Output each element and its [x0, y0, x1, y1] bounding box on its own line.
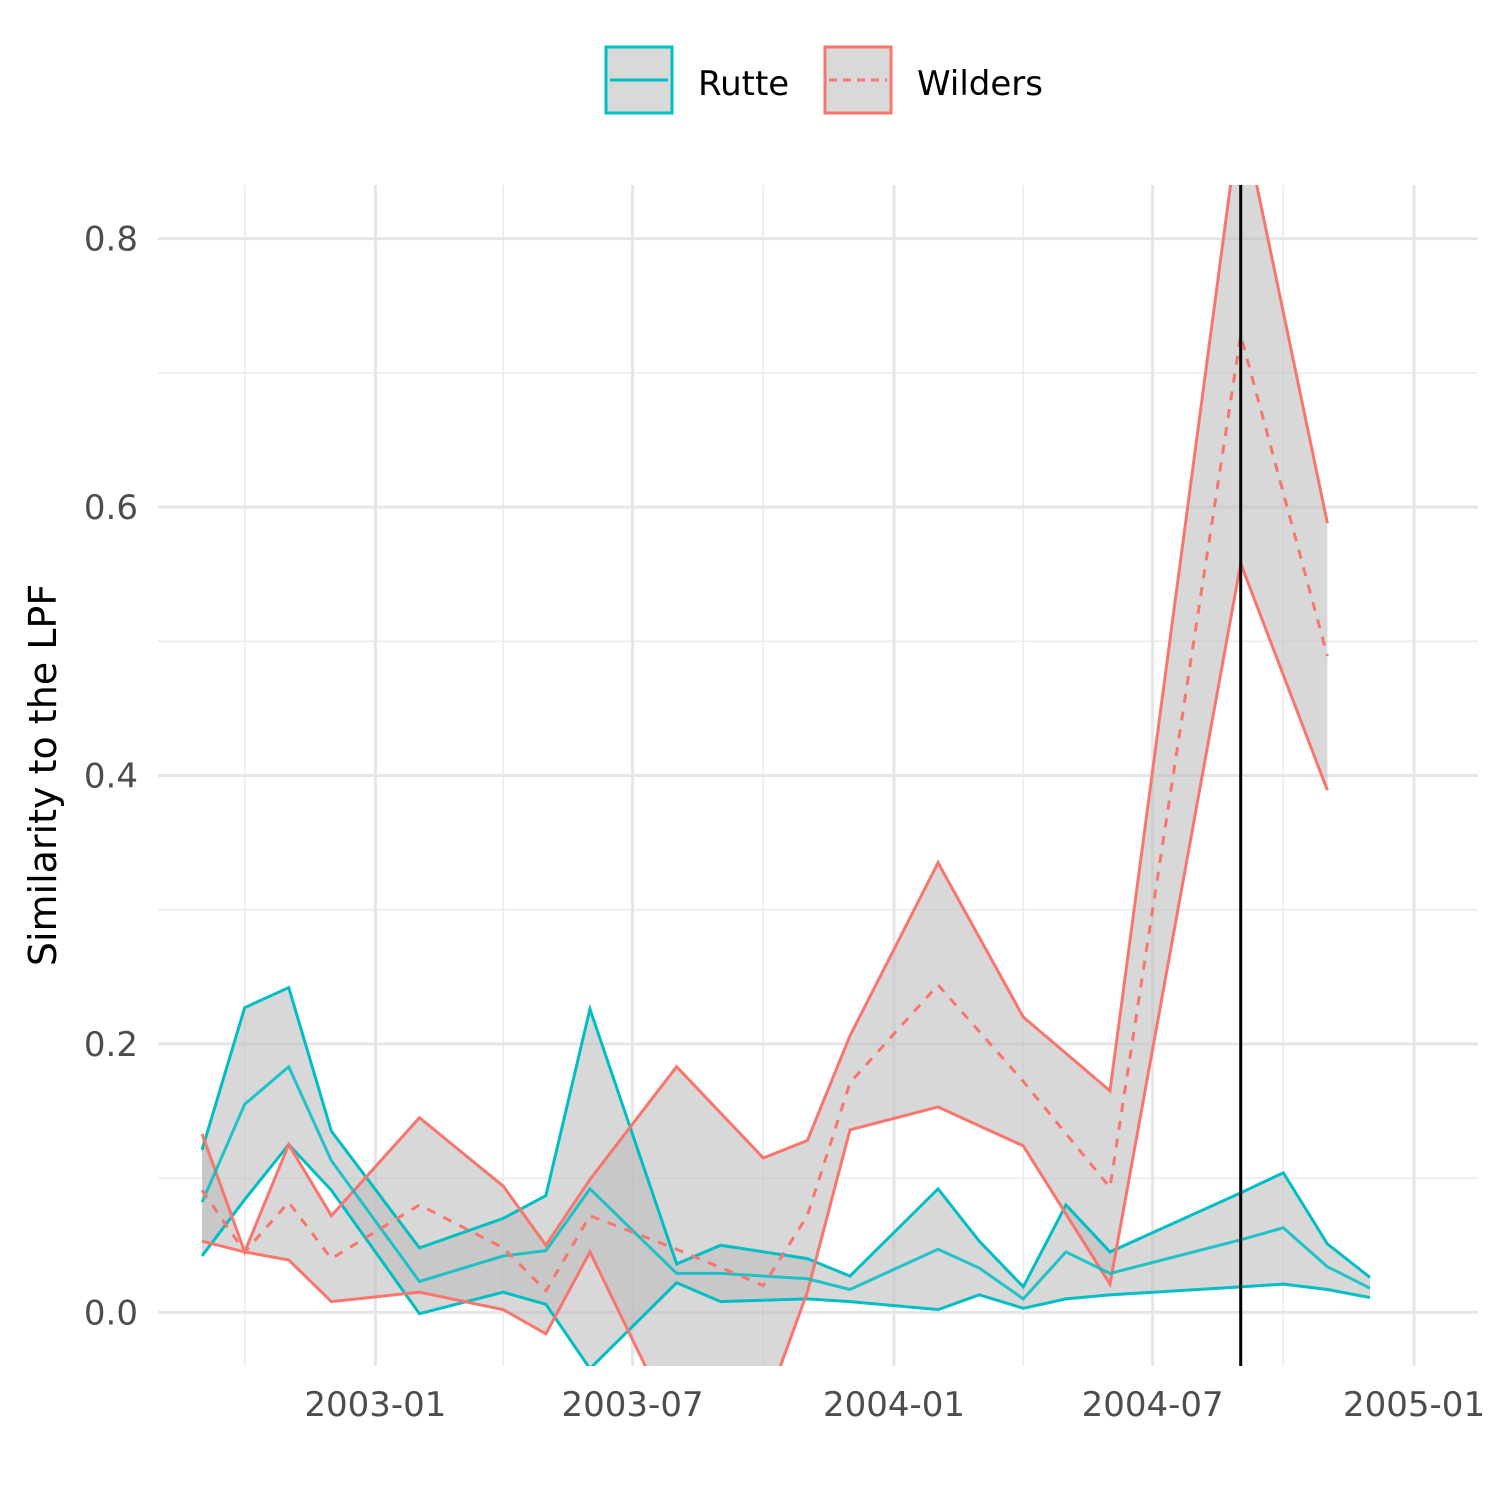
lower-bound-rutte: [200, 1142, 1371, 1366]
x-tick-label: 2003-07: [562, 1385, 704, 1425]
mean-lines: [200, 334, 1371, 1301]
ribbon-bound-lines: [200, 185, 1371, 1366]
confidence-ribbons: [202, 185, 1371, 1366]
lower-bound-wilders: [201, 557, 1329, 1366]
upper-bound-wilders: [200, 185, 1329, 1257]
y-axis-tick-labels: 0.0 0.2 0.4 0.6 0.8: [84, 220, 138, 1334]
y-tick-label: 0.2: [84, 1025, 138, 1065]
y-tick-label: 0.6: [84, 488, 138, 528]
upper-bound-rutte: [200, 985, 1371, 1290]
legend-label-rutte: Rutte: [698, 64, 789, 104]
ribbon-wilders: [202, 185, 1328, 1366]
x-tick-label: 2004-01: [823, 1385, 965, 1425]
y-tick-label: 0.0: [84, 1293, 138, 1333]
legend-key-rutte: [604, 45, 674, 115]
y-tick-label: 0.4: [84, 757, 138, 797]
y-axis-title: Similarity to the LPF: [21, 584, 65, 966]
x-axis-tick-labels: 2003-01 2003-07 2004-01 2004-07 2005-01: [304, 1385, 1485, 1425]
x-tick-label: 2004-07: [1082, 1385, 1224, 1425]
x-tick-label: 2003-01: [304, 1385, 446, 1425]
legend: Rutte Wilders: [604, 45, 1043, 115]
legend-label-wilders: Wilders: [917, 64, 1043, 104]
mean-line-wilders: [200, 334, 1329, 1294]
x-tick-label: 2005-01: [1343, 1385, 1485, 1425]
mean-line-rutte: [200, 1064, 1371, 1301]
y-tick-label: 0.8: [84, 220, 138, 260]
legend-key-wilders: [823, 45, 893, 115]
